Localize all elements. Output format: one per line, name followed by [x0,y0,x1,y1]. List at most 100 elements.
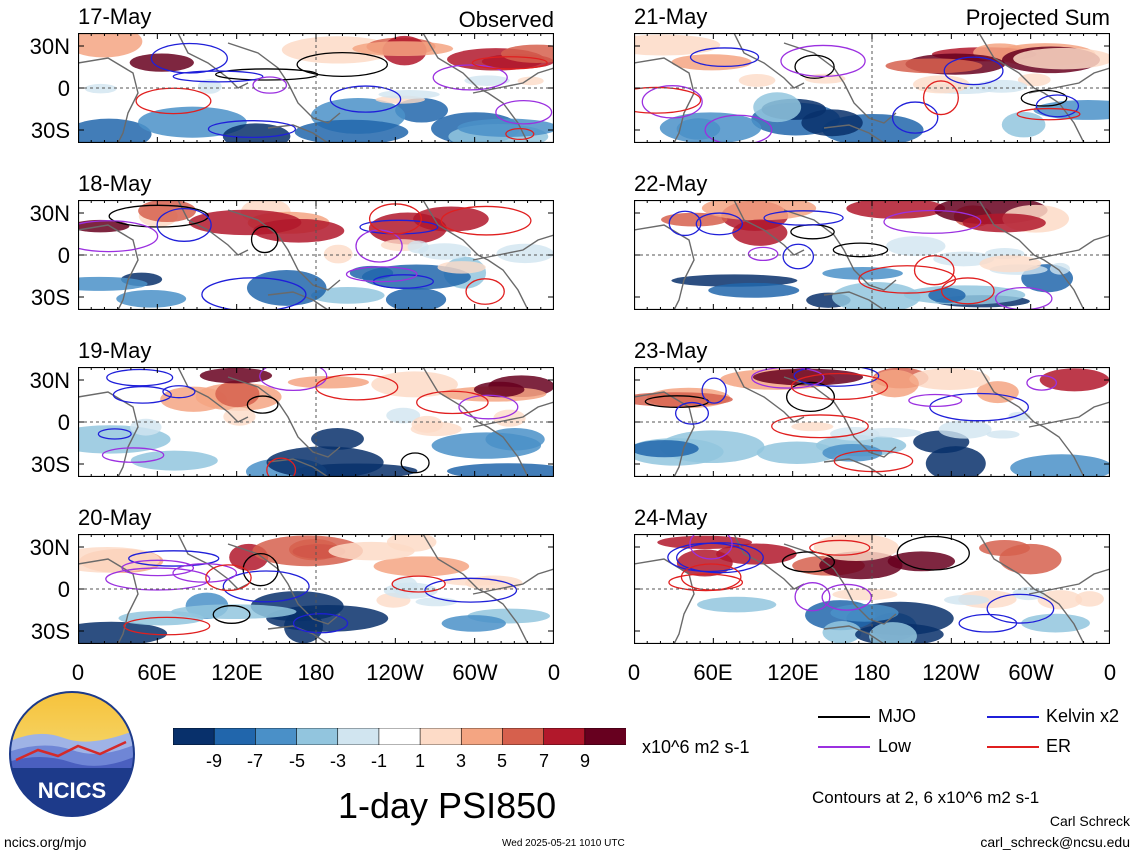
anomaly-blob [78,33,143,58]
anomaly-blob [1075,591,1104,607]
contour-line [763,210,844,226]
lon-label: 120W [922,660,980,685]
coastline [177,200,249,256]
anomaly-blob [199,367,273,384]
coastline [634,558,695,644]
anomaly-blob [1037,590,1083,610]
contour-line [162,385,196,399]
anomaly-blob [701,200,817,221]
coastline [783,209,897,291]
panel-date: 17-May [78,4,152,29]
anomaly-blob [197,79,222,94]
anomaly-blob [252,535,363,567]
anomaly-blob [832,282,921,310]
contour-line [780,44,866,78]
lat-label-30s: 30S [30,619,70,644]
contour-line [205,564,252,592]
contour-line [668,210,702,237]
contour-line [172,563,238,583]
contour-line [832,242,889,258]
anomaly-blob [943,594,990,605]
legend-label-kelvin: Kelvin x2 [1046,706,1120,726]
contour-line [424,577,518,603]
author-email[interactable]: carl_schreck@ncsu.edu [980,834,1130,850]
contour-line [782,243,815,270]
anomaly-blob [661,212,728,227]
anomaly-blob [676,118,721,140]
anomaly-blob [352,41,454,57]
contour-line [292,613,349,634]
contour-line [704,114,773,143]
contour-line [747,246,779,262]
map-panel [634,33,1110,143]
anomaly-blob [328,541,415,561]
colorbar-swatch [378,727,421,746]
contour-line [680,563,742,591]
contour-line [458,394,519,420]
website-link[interactable]: ncics.org/mjo [4,834,87,850]
contour-line [986,593,1055,624]
anomaly-blob [791,422,834,432]
contour-line [215,68,319,81]
anomaly-blob [294,119,409,143]
coastline [1028,401,1110,428]
coastline [78,224,139,310]
anomaly-blob [1010,454,1110,477]
colorbar [172,727,627,746]
anomaly-blob [311,427,364,450]
contour-line [858,265,957,294]
map-panel [78,534,554,644]
anomaly-blob [415,597,458,607]
anomaly-blob [1017,73,1051,87]
anomaly-blob [138,106,247,138]
anomaly-blob [976,381,1019,404]
contour-line [1016,107,1081,121]
coastline [634,224,695,310]
coastline [177,367,249,423]
anomaly-blob [846,200,946,219]
anomaly-blob [986,430,1020,439]
contour-line [128,550,220,567]
anomaly-blob [222,123,291,143]
coastline [634,391,695,477]
coastline [227,543,341,625]
coastline [472,401,554,428]
contour-line [432,64,508,91]
anomaly-blob [493,409,526,427]
anomaly-blob [413,206,489,232]
anomaly-blob [418,243,472,260]
contour-line [505,127,535,141]
anomaly-blob [928,287,966,303]
legend-line-low [818,746,870,748]
coastline [823,124,885,143]
contour-line [908,393,963,408]
anomaly-blob [78,276,148,291]
coastline [472,234,554,261]
contour-line [296,51,389,77]
lat-label-eq: 0 [57,410,70,435]
anomaly-blob [223,407,256,426]
colorbar-tick-label: -5 [288,751,305,771]
colorbar-swatch [502,727,545,746]
contour-line [922,80,959,116]
coastline [1028,568,1110,595]
panel-date: 24-May [634,505,708,530]
legend-label-low: Low [878,736,912,756]
anomaly-blob [886,236,946,257]
anomaly-blob [501,44,554,63]
anomaly-blob [410,421,462,437]
legend-line-kelvin [987,716,1039,718]
contour-line [634,86,702,114]
contour-line [641,85,703,119]
contour-line [668,573,744,592]
map-panel [634,367,1110,477]
anomaly-blob [1021,613,1090,633]
ncics-logo: NCICS [8,690,136,818]
panel-date: 20-May [78,505,152,530]
anomaly-blob [909,368,991,390]
lon-label: 60W [1008,660,1054,685]
lat-label-eq: 0 [57,243,70,268]
coastline [78,558,139,644]
lon-label: 0 [71,660,85,685]
anomaly-blob [188,209,302,236]
